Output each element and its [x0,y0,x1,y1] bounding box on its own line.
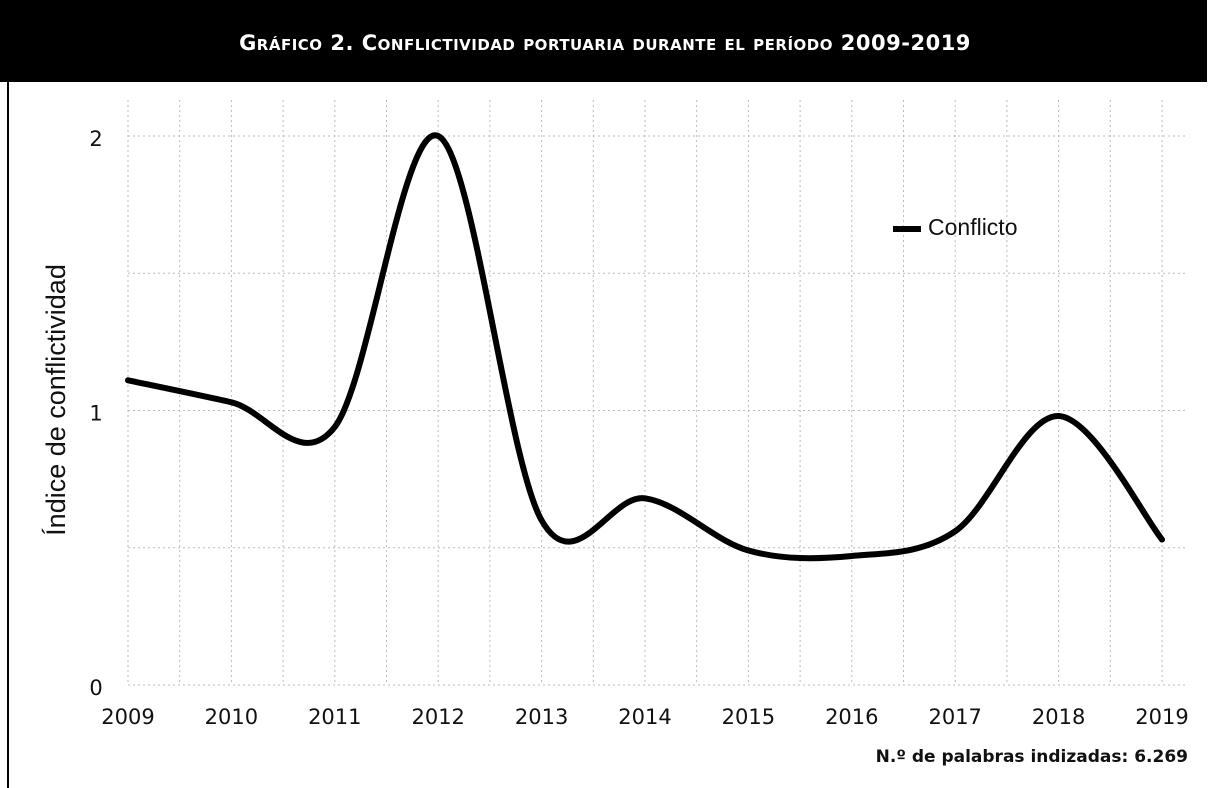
x-tick-label: 2019 [1135,705,1188,729]
x-tick-label: 2015 [722,705,775,729]
y-axis-label: Índice de conflictividad [41,264,71,536]
y-tick-label: 0 [89,676,102,700]
x-tick-label: 2014 [618,705,671,729]
x-tick-label: 2009 [101,705,154,729]
x-tick-label: 2012 [411,705,464,729]
chart-title: Gráfico 2. Conflictividad portuaria dura… [239,31,971,55]
x-tick-label: 2011 [308,705,361,729]
x-tick-label: 2018 [1032,705,1085,729]
series-line [125,132,1165,562]
x-tick-label: 2016 [825,705,878,729]
x-tick-label: 2013 [515,705,568,729]
x-tick-label: 2010 [205,705,258,729]
y-tick-label: 1 [89,402,102,426]
footnote: N.º de palabras indizadas: 6.269 [876,747,1188,767]
y-tick-label: 2 [89,127,102,151]
x-tick-label: 2017 [928,705,981,729]
legend-label: Conflicto [928,214,1017,240]
header-band [0,0,1207,82]
